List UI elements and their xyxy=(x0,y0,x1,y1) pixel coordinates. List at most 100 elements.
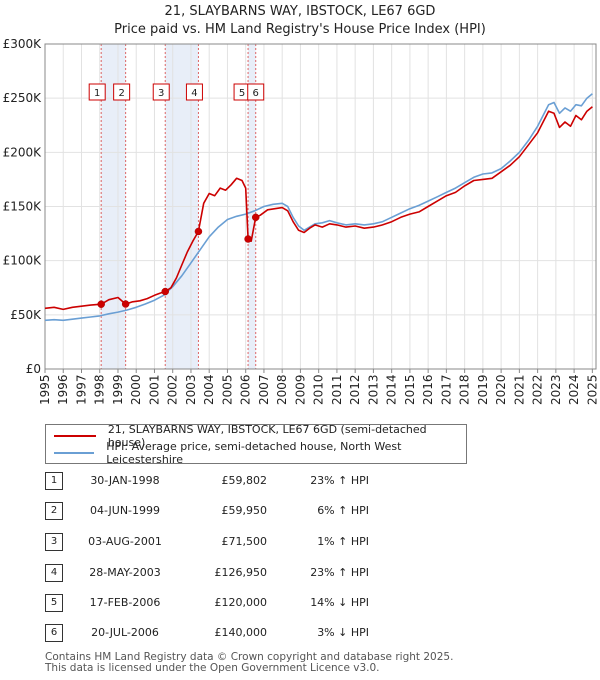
marker-label-3: 3 xyxy=(152,83,170,101)
transaction-number: 6 xyxy=(45,624,63,642)
purchase-point xyxy=(194,227,203,236)
transaction-hpi: 1% ↑ HPI xyxy=(317,535,369,548)
transaction-date: 03-AUG-2001 xyxy=(88,535,162,548)
y-tick-label: £0 xyxy=(26,362,41,376)
x-tick-label: 2007 xyxy=(257,374,271,405)
x-tick-label: 1997 xyxy=(74,374,88,405)
transaction-price: £126,950 xyxy=(214,566,268,579)
purchase-point xyxy=(244,235,252,243)
marker-box xyxy=(88,83,106,101)
transaction-number: 4 xyxy=(45,564,63,582)
x-tick-label: 2009 xyxy=(293,374,307,405)
transaction-date: 30-JAN-1998 xyxy=(90,474,160,487)
marker-number: 3 xyxy=(158,88,164,99)
x-tick-label: 2014 xyxy=(385,374,399,405)
marker-number: 2 xyxy=(118,88,124,99)
transaction-price: £120,000 xyxy=(214,596,268,609)
y-tick-label: £250K xyxy=(3,91,43,105)
y-tick-label: £150K xyxy=(3,200,43,214)
legend-item-hpi: HPI: Average price, semi-detached house,… xyxy=(54,440,466,466)
x-tick-label: 1998 xyxy=(93,374,107,405)
marker-number: 6 xyxy=(253,88,259,99)
marker-number: 5 xyxy=(239,88,245,99)
marker-label-6: 6 xyxy=(247,83,265,101)
x-tick-label: 2020 xyxy=(494,374,508,405)
purchase-point xyxy=(161,287,169,296)
table-row: 6 20-JUL-2006 £140,000 3% ↓ HPI xyxy=(45,624,405,644)
x-tick-label: 1996 xyxy=(56,374,70,405)
x-tick-label: 1995 xyxy=(38,374,52,405)
x-tick-label: 2017 xyxy=(439,374,453,405)
table-row: 4 28-MAY-2003 £126,950 23% ↑ HPI xyxy=(45,564,405,584)
transaction-price: £59,802 xyxy=(221,474,268,487)
x-tick-label: 1999 xyxy=(111,374,125,405)
transaction-date: 20-JUL-2006 xyxy=(91,626,159,639)
purchase-point xyxy=(251,213,260,222)
x-tick-label: 2000 xyxy=(129,374,143,405)
series-line-property xyxy=(44,106,593,311)
x-tick-label: 2008 xyxy=(275,374,289,405)
x-tick-label: 2015 xyxy=(403,374,417,405)
x-tick-label: 2005 xyxy=(220,374,234,405)
x-tick-label: 2003 xyxy=(184,374,198,405)
purchase-point xyxy=(121,300,130,308)
table-row: 3 03-AUG-2001 £71,500 1% ↑ HPI xyxy=(45,533,405,553)
transaction-hpi: 14% ↓ HPI xyxy=(310,596,369,609)
transaction-hpi: 6% ↑ HPI xyxy=(317,504,369,517)
y-tick-label: £300K xyxy=(3,37,43,51)
transaction-number: 5 xyxy=(45,594,63,612)
marker-number: 4 xyxy=(191,88,197,99)
x-tick-label: 2011 xyxy=(330,374,344,405)
x-tick-label: 2024 xyxy=(567,374,581,405)
x-tick-label: 2022 xyxy=(531,374,545,405)
marker-box xyxy=(185,83,203,101)
x-tick-label: 2012 xyxy=(348,374,362,405)
footer-copyright: Contains HM Land Registry data © Crown c… xyxy=(45,651,454,663)
x-tick-label: 2021 xyxy=(512,374,526,405)
chart-subtitle: Price paid vs. HM Land Registry's House … xyxy=(114,22,486,37)
legend-label-hpi: HPI: Average price, semi-detached house,… xyxy=(106,440,402,466)
transaction-date: 28-MAY-2003 xyxy=(89,566,161,579)
x-tick-label: 2002 xyxy=(166,374,180,405)
footer-notice: Contains HM Land Registry data © Crown c… xyxy=(45,652,453,674)
transaction-hpi: 23% ↑ HPI xyxy=(310,474,369,487)
x-tick-label: 2013 xyxy=(366,374,380,405)
legend-swatch-property xyxy=(54,435,96,437)
marker-box xyxy=(247,83,265,101)
transaction-hpi: 3% ↓ HPI xyxy=(317,626,369,639)
marker-label-2: 2 xyxy=(113,83,131,101)
transaction-number: 2 xyxy=(45,502,63,520)
legend-item-property: 21, SLAYBARNS WAY, IBSTOCK, LE67 6GD (se… xyxy=(54,423,466,449)
transaction-number: 3 xyxy=(45,533,63,551)
transaction-price: £140,000 xyxy=(214,626,268,639)
series-line-hpi xyxy=(44,93,593,322)
chart-legend: 21, SLAYBARNS WAY, IBSTOCK, LE67 6GD (se… xyxy=(45,423,467,466)
x-tick-label: 2016 xyxy=(421,374,435,405)
x-tick-label: 2001 xyxy=(147,374,161,405)
transaction-number: 1 xyxy=(45,472,63,490)
price-chart: 1 2 3 4 5 6 £0 £50K £100K £150K £200K £250K £300K 199… xyxy=(3,37,600,405)
x-tick-label: 2004 xyxy=(202,374,216,405)
table-row: 1 30-JAN-1998 £59,802 23% ↑ HPI xyxy=(45,472,405,492)
transaction-price: £71,500 xyxy=(221,535,268,548)
x-tick-label: 2019 xyxy=(476,374,490,405)
table-row: 2 04-JUN-1999 £59,950 6% ↑ HPI xyxy=(45,502,405,522)
marker-label-1: 1 xyxy=(88,83,106,101)
chart-title: 21, SLAYBARNS WAY, IBSTOCK, LE67 6GD xyxy=(164,4,436,19)
x-tick-label: 2025 xyxy=(585,374,599,405)
purchase-point xyxy=(97,300,105,308)
legend-swatch-hpi xyxy=(54,452,95,454)
y-tick-label: £200K xyxy=(3,145,43,159)
plot-frame xyxy=(44,43,597,370)
marker-box xyxy=(152,83,170,101)
legend-label-property: 21, SLAYBARNS WAY, IBSTOCK, LE67 6GD (se… xyxy=(107,423,427,449)
y-tick-label: £50K xyxy=(10,308,42,322)
marker-box xyxy=(113,83,131,101)
x-tick-label: 2023 xyxy=(549,374,563,405)
x-tick-label: 2006 xyxy=(239,374,253,405)
transaction-date: 04-JUN-1999 xyxy=(89,504,161,517)
footer-licence: This data is licensed under the Open Gov… xyxy=(45,662,380,674)
x-tick-label: 2010 xyxy=(312,374,326,405)
transaction-hpi: 23% ↑ HPI xyxy=(310,566,369,579)
marker-number: 1 xyxy=(94,88,100,99)
